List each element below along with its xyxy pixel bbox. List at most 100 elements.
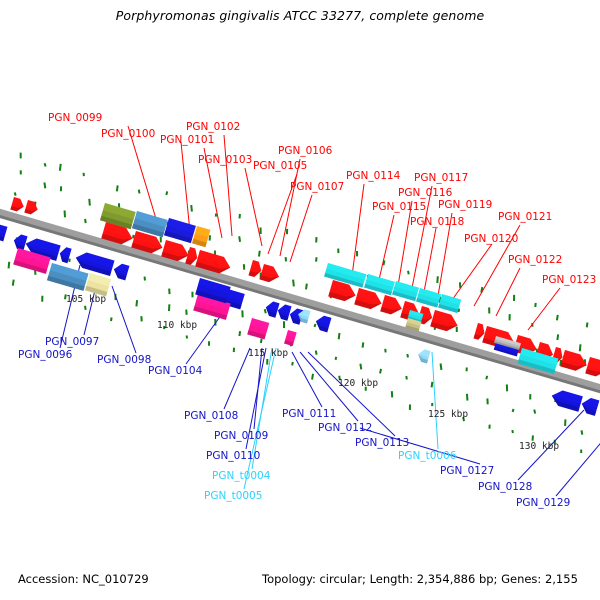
- gene-arrow-highlight: [133, 231, 163, 248]
- trna-label[interactable]: PGN_t0006: [398, 450, 457, 462]
- gene-label[interactable]: PGN_0108: [184, 410, 239, 422]
- forward-gene-arrow: [328, 280, 356, 302]
- trna-arrow: [298, 309, 311, 324]
- feature-highlight: [326, 263, 367, 280]
- gene-label[interactable]: PGN_0097: [45, 336, 100, 348]
- feature-shadow: [517, 359, 556, 375]
- feature-body: [193, 294, 231, 320]
- scale-tick-label: 130 kbp: [519, 441, 560, 452]
- gene-label[interactable]: PGN_0113: [355, 437, 410, 449]
- leader-line: [244, 167, 263, 247]
- small-forward-arrow: [24, 200, 38, 215]
- gene-arrow-highlight: [418, 349, 431, 358]
- tick-mark: [11, 279, 15, 286]
- gene-arrow-body: [581, 398, 600, 416]
- feature-body: [163, 218, 196, 244]
- feature-body: [13, 248, 51, 274]
- gene-arrow-shadow: [113, 269, 127, 281]
- gene-arrow-shadow: [418, 354, 428, 364]
- leader-line: [245, 347, 267, 450]
- feature-shadow: [99, 215, 132, 230]
- gene-arrow-body: [75, 252, 115, 277]
- tick-mark: [43, 182, 47, 189]
- cds-label[interactable]: PGN_0103: [198, 154, 253, 166]
- cyan-feature-block: [416, 288, 442, 308]
- feature-shadow: [493, 347, 518, 357]
- gene-arrow-shadow: [581, 403, 597, 416]
- cds-label[interactable]: PGN_0117: [414, 172, 469, 184]
- gene-arrow-shadow: [13, 240, 25, 251]
- cds-label[interactable]: PGN_0100: [101, 128, 156, 140]
- feature-body: [324, 263, 367, 288]
- reverse-gene-arrow: [59, 247, 72, 264]
- tick-mark: [190, 204, 193, 212]
- cds-label[interactable]: PGN_0107: [290, 181, 345, 193]
- feature-body: [416, 288, 442, 308]
- gene-arrow-body: [24, 200, 38, 215]
- forward-gene-arrow: [473, 323, 485, 340]
- cyan-feature-block: [392, 281, 420, 302]
- feature-body: [195, 278, 231, 304]
- cds-label[interactable]: PGN_0122: [508, 254, 563, 266]
- gene-arrow-highlight: [13, 234, 28, 244]
- cyan-feature-block: [438, 294, 462, 314]
- feature-body: [284, 330, 297, 346]
- gene-arrow-highlight: [261, 264, 280, 277]
- gene-label[interactable]: PGN_0096: [18, 349, 73, 361]
- gene-arrow-body: [59, 247, 72, 264]
- cds-label[interactable]: PGN_0102: [186, 121, 241, 133]
- gene-arrow-highlight: [250, 260, 262, 271]
- cds-label[interactable]: PGN_0101: [160, 134, 215, 146]
- gene-label[interactable]: PGN_0127: [440, 465, 495, 477]
- annotation-color-block: [163, 218, 196, 244]
- reverse-gene-arrow: [551, 390, 583, 412]
- magenta-feature-block: [13, 248, 51, 274]
- cds-label[interactable]: PGN_0116: [398, 187, 453, 199]
- gene-label[interactable]: PGN_0111: [282, 408, 337, 420]
- leader-line: [411, 185, 433, 289]
- gene-arrow-highlight: [113, 263, 130, 274]
- gene-label[interactable]: PGN_0110: [206, 450, 261, 462]
- leader-line: [299, 351, 359, 422]
- trna-label[interactable]: PGN_t0005: [204, 490, 263, 502]
- scale-tick-label: 120 kbp: [338, 378, 379, 389]
- reverse-gene-arrow: [75, 252, 115, 277]
- gene-label[interactable]: PGN_0109: [214, 430, 269, 442]
- gene-arrow-body: [354, 288, 382, 310]
- tick-mark: [165, 191, 169, 196]
- gene-label[interactable]: PGN_0129: [516, 497, 571, 509]
- tick-mark: [511, 408, 515, 413]
- annotation-color-block: [84, 273, 112, 297]
- feature-body: [392, 281, 420, 302]
- cds-label[interactable]: PGN_0106: [278, 145, 333, 157]
- cds-label[interactable]: PGN_0114: [346, 170, 401, 182]
- gene-arrow-highlight: [587, 357, 600, 371]
- scale-tick-label: 105 kbp: [66, 294, 107, 305]
- gene-arrow-body: [0, 224, 8, 242]
- feature-body: [517, 348, 559, 375]
- gene-label[interactable]: PGN_0098: [97, 354, 152, 366]
- cds-label[interactable]: PGN_0123: [542, 274, 597, 286]
- cds-label[interactable]: PGN_0118: [410, 216, 465, 228]
- cds-label[interactable]: PGN_0119: [438, 199, 493, 211]
- tick-mark: [438, 296, 442, 303]
- cds-label[interactable]: PGN_0099: [48, 112, 103, 124]
- gene-arrow-shadow: [161, 251, 189, 262]
- tick-mark: [580, 430, 584, 435]
- reverse-gene-arrow: [13, 234, 28, 251]
- leader-line: [243, 347, 277, 490]
- cds-label[interactable]: PGN_0105: [253, 160, 308, 172]
- gene-arrow-body: [585, 357, 600, 377]
- cds-label[interactable]: PGN_0115: [372, 201, 427, 213]
- trna-label[interactable]: PGN_t0004: [212, 470, 271, 482]
- gene-arrow-shadow: [380, 306, 402, 315]
- feature-shadow: [405, 325, 420, 332]
- cds-label[interactable]: PGN_0120: [464, 233, 519, 245]
- tick-mark: [135, 300, 139, 307]
- gene-label[interactable]: PGN_0128: [478, 481, 533, 493]
- cds-label[interactable]: PGN_0121: [498, 211, 553, 223]
- gene-label[interactable]: PGN_0112: [318, 422, 373, 434]
- gene-arrow-body: [101, 222, 133, 245]
- gene-label[interactable]: PGN_0104: [148, 365, 203, 377]
- gene-arrow-highlight: [432, 310, 458, 326]
